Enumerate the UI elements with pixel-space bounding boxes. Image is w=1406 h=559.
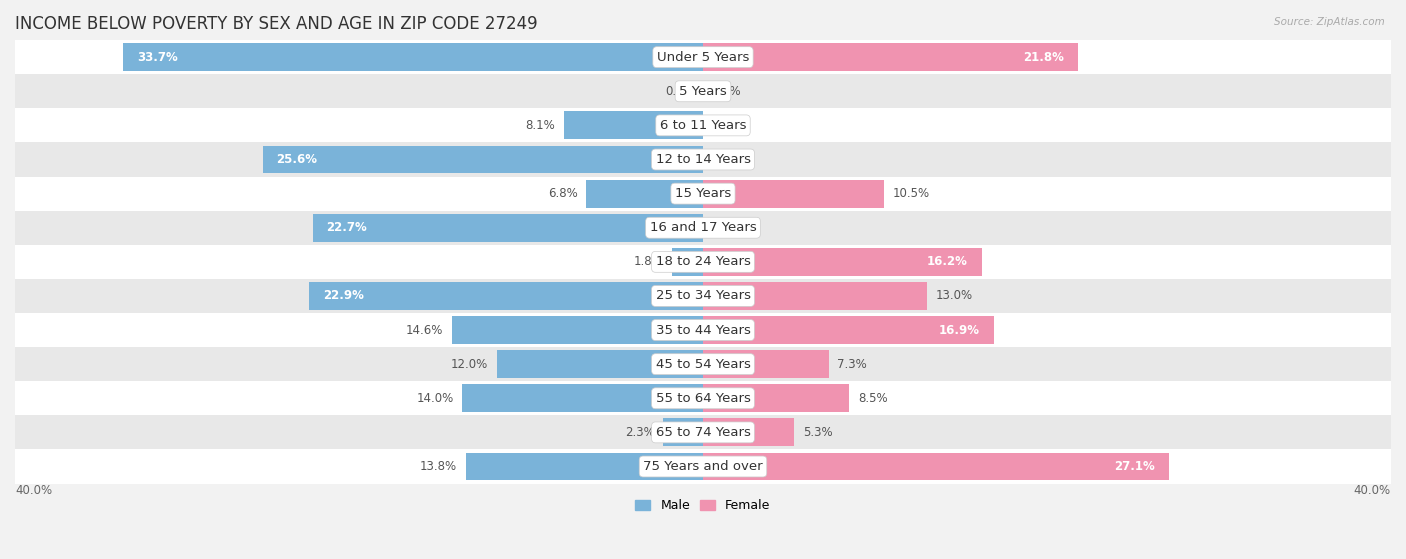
Text: 7.3%: 7.3% <box>837 358 868 371</box>
Text: 8.1%: 8.1% <box>526 119 555 132</box>
Bar <box>703 418 794 447</box>
Text: 21.8%: 21.8% <box>1024 51 1064 64</box>
Bar <box>703 350 828 378</box>
Text: 15 Years: 15 Years <box>675 187 731 200</box>
Bar <box>703 282 927 310</box>
Text: 10.5%: 10.5% <box>893 187 929 200</box>
Text: 75 Years and over: 75 Years and over <box>643 460 763 473</box>
Text: 1.8%: 1.8% <box>634 255 664 268</box>
Bar <box>15 108 1391 143</box>
Bar <box>15 143 1391 177</box>
Text: 45 to 54 Years: 45 to 54 Years <box>655 358 751 371</box>
Bar <box>672 248 703 276</box>
Bar <box>15 313 1391 347</box>
Text: 6 to 11 Years: 6 to 11 Years <box>659 119 747 132</box>
Bar <box>15 40 1391 74</box>
Bar <box>15 74 1391 108</box>
Text: 18 to 24 Years: 18 to 24 Years <box>655 255 751 268</box>
Legend: Male, Female: Male, Female <box>630 494 776 517</box>
Bar <box>703 384 849 413</box>
Bar <box>15 245 1391 279</box>
Text: 35 to 44 Years: 35 to 44 Years <box>655 324 751 337</box>
Text: 0.0%: 0.0% <box>711 119 741 132</box>
Text: INCOME BELOW POVERTY BY SEX AND AGE IN ZIP CODE 27249: INCOME BELOW POVERTY BY SEX AND AGE IN Z… <box>15 15 537 33</box>
Text: 16 and 17 Years: 16 and 17 Years <box>650 221 756 234</box>
Bar <box>703 179 883 207</box>
Text: 40.0%: 40.0% <box>1354 484 1391 496</box>
Text: 0.0%: 0.0% <box>711 221 741 234</box>
Bar <box>586 179 703 207</box>
Bar <box>496 350 703 378</box>
Text: 16.9%: 16.9% <box>939 324 980 337</box>
Text: 22.7%: 22.7% <box>326 221 367 234</box>
Text: 27.1%: 27.1% <box>1115 460 1156 473</box>
Bar <box>15 279 1391 313</box>
Bar <box>15 177 1391 211</box>
Text: 12 to 14 Years: 12 to 14 Years <box>655 153 751 166</box>
Text: 40.0%: 40.0% <box>15 484 52 496</box>
Bar <box>463 384 703 413</box>
Text: 33.7%: 33.7% <box>138 51 179 64</box>
Text: 25 to 34 Years: 25 to 34 Years <box>655 290 751 302</box>
Bar <box>664 418 703 447</box>
Bar <box>465 453 703 481</box>
Text: 0.0%: 0.0% <box>711 153 741 166</box>
Text: 0.0%: 0.0% <box>665 85 695 98</box>
Bar <box>451 316 703 344</box>
Bar <box>15 211 1391 245</box>
Text: 5 Years: 5 Years <box>679 85 727 98</box>
Text: 13.8%: 13.8% <box>420 460 457 473</box>
Text: 14.6%: 14.6% <box>406 324 443 337</box>
Text: 22.9%: 22.9% <box>323 290 364 302</box>
Bar <box>564 111 703 139</box>
Text: 65 to 74 Years: 65 to 74 Years <box>655 426 751 439</box>
Text: Under 5 Years: Under 5 Years <box>657 51 749 64</box>
Text: 55 to 64 Years: 55 to 64 Years <box>655 392 751 405</box>
Text: 6.8%: 6.8% <box>548 187 578 200</box>
Bar <box>15 381 1391 415</box>
Bar <box>312 214 703 241</box>
Text: 8.5%: 8.5% <box>858 392 887 405</box>
Text: 16.2%: 16.2% <box>927 255 967 268</box>
Bar <box>124 43 703 71</box>
Text: 5.3%: 5.3% <box>803 426 832 439</box>
Bar <box>15 415 1391 449</box>
Bar <box>703 316 994 344</box>
Text: 14.0%: 14.0% <box>416 392 454 405</box>
Text: 2.3%: 2.3% <box>626 426 655 439</box>
Text: Source: ZipAtlas.com: Source: ZipAtlas.com <box>1274 17 1385 27</box>
Bar <box>703 248 981 276</box>
Bar <box>15 347 1391 381</box>
Text: 25.6%: 25.6% <box>277 153 318 166</box>
Text: 13.0%: 13.0% <box>935 290 973 302</box>
Bar <box>263 145 703 173</box>
Bar <box>703 453 1170 481</box>
Bar <box>703 43 1078 71</box>
Bar <box>309 282 703 310</box>
Bar <box>15 449 1391 484</box>
Text: 0.0%: 0.0% <box>711 85 741 98</box>
Text: 12.0%: 12.0% <box>451 358 488 371</box>
